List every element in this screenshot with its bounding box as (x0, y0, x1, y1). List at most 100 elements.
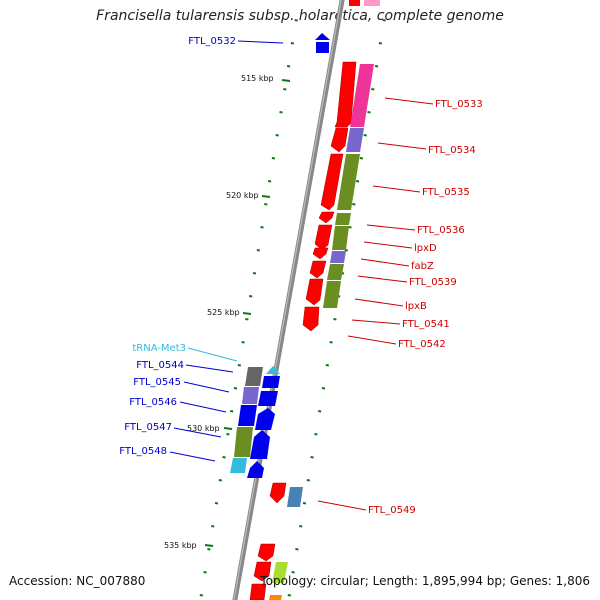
gene-lower-red-3 (249, 583, 267, 600)
cog-ftl-0547 (234, 427, 253, 457)
inner-tick-dot (286, 65, 291, 68)
inner-tick-dot (264, 203, 268, 206)
outer-tick-dot (318, 410, 322, 413)
inner-tick-dot (241, 341, 245, 344)
label-fabz: fabZ (411, 261, 434, 272)
leader-ftl-0546 (179, 401, 227, 413)
outer-tick-dot (344, 249, 348, 252)
outer-tick-dot (378, 42, 383, 45)
cog-track (269, 0, 380, 600)
leader-ftl-0542 (347, 335, 397, 345)
leader-trna-met3 (187, 347, 238, 362)
tick-mark-520 (261, 195, 271, 198)
cog-ftl-0549 (287, 487, 303, 507)
tick-mark-530 (223, 427, 233, 430)
inner-tick-dot (233, 387, 238, 390)
outer-tick-dot (306, 479, 310, 482)
label-ftl-0536: FTL_0536 (417, 225, 465, 236)
leader-ftl-0545 (183, 381, 230, 393)
tick-label-525: 525 kbp (207, 308, 240, 317)
tick-label-530: 530 kbp (187, 424, 220, 433)
inner-tick-dot (237, 364, 241, 367)
label-ftl-0547: FTL_0547 (124, 422, 172, 433)
gene-ftl-0547 (250, 430, 270, 459)
inner-tick-dot (199, 594, 203, 597)
outer-tick-dot (295, 548, 299, 551)
map-title: Francisella tularensis subsp. holarctica… (96, 8, 504, 24)
inner-tick-dot (271, 157, 276, 160)
genome-summary-text: Topology: circular; Length: 1,895,994 bp… (260, 574, 590, 588)
label-ftl-0539: FTL_0539 (409, 277, 457, 288)
cog-ftl-0533 (350, 64, 374, 127)
outer-tick-dot (352, 203, 356, 206)
scale-ticks: 515 kbp 520 kbp 525 kbp 530 kbp 535 kbp (164, 74, 291, 550)
leader-ftl-0535 (372, 185, 421, 193)
inner-tick-dot (290, 42, 295, 45)
outer-tick-dot (355, 180, 360, 183)
inner-tick-dot (226, 433, 230, 436)
gene-lpxb (305, 278, 324, 306)
accession-text: Accession: NC_007880 (9, 574, 146, 588)
inner-tick-dot (260, 226, 264, 229)
outer-tick-dot (314, 433, 318, 436)
inner-tick-dot (283, 88, 287, 91)
tick-label-515: 515 kbp (241, 74, 274, 83)
leader-lpxd (363, 241, 413, 249)
cog-ftl-0545 (242, 387, 259, 404)
leader-ftl-0539 (357, 275, 408, 283)
inner-tick-dots (199, 19, 298, 597)
outer-tick-dot (382, 19, 386, 22)
right-gene-labels: FTL_0533 FTL_0534 FTL_0535 FTL_0536 lpxD… (368, 99, 483, 516)
reverse-gene-track (230, 33, 330, 478)
inner-tick-dot (275, 134, 279, 137)
leader-lpxb (354, 298, 404, 307)
cog-lower-green (272, 562, 288, 583)
inner-tick-dot (230, 410, 234, 413)
inner-tick-dot (218, 479, 222, 482)
inner-tick-dot (245, 318, 249, 321)
outer-tick-dot (333, 318, 337, 321)
label-ftl-0542: FTL_0542 (398, 339, 446, 350)
label-ftl-0533: FTL_0533 (435, 99, 483, 110)
cog-ftl-0536 (335, 213, 351, 225)
outer-tick-dot (371, 88, 375, 91)
gene-ftl-0548 (247, 461, 264, 478)
cog-top-pink (364, 0, 380, 6)
gene-ftl-0534 (330, 127, 349, 153)
leader-ftl-0547 (173, 427, 222, 438)
leader-fabz (360, 258, 410, 267)
outer-tick-dot (348, 226, 352, 229)
gene-lower-red-1 (257, 543, 276, 562)
cog-ftl-0539 (327, 264, 344, 280)
tick-label-520: 520 kbp (226, 191, 259, 200)
cog-fabz (330, 251, 346, 263)
label-ftl-0548: FTL_0548 (119, 446, 167, 457)
gene-ftl-0536 (318, 211, 335, 224)
gene-ftl-0533 (334, 61, 357, 128)
inner-tick-dot (267, 180, 272, 183)
leader-ftl-0534 (377, 142, 427, 150)
cog-lpxd (332, 226, 349, 250)
outer-tick-dot (310, 456, 314, 459)
tick-mark-515 (281, 79, 291, 82)
outer-tick-dot (287, 594, 291, 597)
gene-ftl-0544 (262, 376, 280, 388)
inner-tick-dot (214, 502, 219, 505)
label-ftl-0535: FTL_0535 (422, 187, 470, 198)
leader-ftl-0536 (366, 224, 416, 231)
outer-tick-dot (329, 341, 333, 344)
inner-tick-dot (211, 525, 215, 528)
outer-tick-dot (325, 364, 329, 367)
cog-ftl-0546 (238, 405, 257, 426)
left-gene-labels: FTL_0532 tRNA-Met3 FTL_0544 FTL_0545 FTL… (119, 36, 236, 457)
inner-tick-dot (203, 571, 207, 574)
label-ftl-0545: FTL_0545 (133, 377, 181, 388)
gene-ftl-0546 (255, 408, 275, 430)
outer-tick-dot (374, 65, 379, 68)
outer-tick-dot (359, 157, 364, 160)
gene-ftl-0539 (309, 260, 327, 279)
gene-ftl-0532 (315, 33, 330, 53)
leader-lines (169, 40, 434, 511)
leader-ftl-0544 (185, 364, 234, 373)
gene-ftl-0535 (320, 153, 344, 211)
